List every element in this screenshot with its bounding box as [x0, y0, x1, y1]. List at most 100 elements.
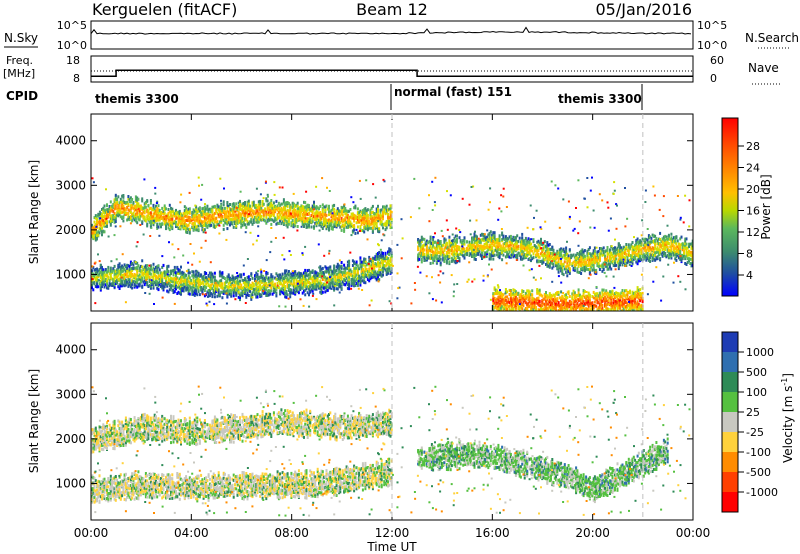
power-cell [306, 222, 309, 226]
power-cell [542, 255, 545, 259]
power-cell [351, 274, 354, 278]
power-cell [356, 283, 359, 287]
power-cell [305, 212, 308, 216]
power-cell [188, 221, 191, 224]
power-cell [138, 275, 141, 279]
power-cell [422, 253, 425, 256]
power-cell [226, 275, 229, 279]
power-cell [247, 204, 250, 208]
power-cell [667, 242, 670, 245]
power-cell [545, 244, 547, 248]
power-cell [287, 278, 290, 282]
power-cell [363, 257, 366, 261]
power-cell [375, 277, 378, 281]
power-cell [261, 275, 264, 279]
power-cell [370, 276, 373, 280]
power-cell [168, 203, 171, 207]
power-cell [651, 233, 654, 237]
power-cell [497, 245, 500, 249]
power-cell [635, 242, 638, 246]
power-cell [657, 250, 660, 254]
power-cell [651, 256, 654, 260]
power-cell [326, 207, 329, 211]
power-cell [272, 209, 275, 213]
power-cell [274, 290, 277, 294]
power-cell [146, 268, 149, 272]
power-cell [355, 278, 358, 282]
power-cell [210, 218, 213, 222]
power-cell [299, 217, 302, 221]
power-cell [284, 269, 287, 273]
power-cell [364, 216, 367, 220]
power-cell [142, 280, 145, 284]
power-cell [501, 251, 504, 255]
power-cell [168, 218, 171, 221]
power-cell [477, 240, 480, 244]
power-cell [316, 221, 319, 225]
power-cell [152, 266, 155, 270]
power-cell [191, 210, 194, 214]
power-cell [141, 220, 144, 224]
power-cell [266, 208, 269, 211]
power-cell [341, 271, 344, 275]
power-cell [454, 241, 457, 245]
power-cell [568, 271, 571, 275]
power-cell [195, 280, 198, 284]
power-cell [649, 240, 652, 244]
power-cell [292, 210, 295, 214]
power-cell [295, 278, 298, 282]
power-cell [232, 288, 235, 291]
power-cell [290, 205, 293, 209]
power-cell [484, 242, 487, 246]
power-cell [360, 267, 363, 271]
power-cell [672, 251, 675, 255]
power-cell [188, 276, 191, 280]
power-cell [91, 225, 93, 229]
power-cell [295, 285, 298, 289]
power-cell [160, 285, 162, 288]
power-cell [132, 211, 135, 215]
power-cell [363, 213, 366, 217]
power-cell [553, 257, 556, 261]
power-cell [387, 267, 389, 271]
power-cell [217, 290, 220, 294]
power-cell [631, 248, 634, 252]
power-cell [226, 277, 229, 281]
power-cell [275, 291, 278, 295]
power-cell [98, 270, 101, 274]
power-cell [188, 209, 191, 213]
power-cell [370, 211, 373, 215]
power-cell [136, 261, 139, 265]
power-cell [361, 260, 364, 264]
power-cell [296, 274, 299, 278]
power-cell [338, 278, 341, 282]
power-cell [645, 237, 648, 241]
power-cell [356, 211, 359, 215]
power-cell [458, 257, 461, 261]
power-cell [468, 240, 471, 244]
power-cell [207, 283, 210, 287]
power-cell [239, 219, 241, 223]
power-cell [239, 273, 241, 277]
power-cell [301, 207, 304, 210]
power-cell [113, 200, 116, 204]
power-cell [222, 288, 225, 292]
power-cell [287, 270, 290, 273]
power-cell [114, 195, 117, 199]
power-cell [217, 222, 220, 226]
power-cell [548, 256, 551, 260]
power-cell [195, 218, 198, 222]
power-cell [157, 284, 160, 288]
power-cell [260, 210, 263, 214]
power-cell [379, 219, 382, 223]
power-cell [118, 204, 121, 208]
power-cell [349, 220, 352, 224]
power-cell [353, 271, 356, 275]
power-cell [231, 221, 234, 225]
power-cell [284, 205, 287, 209]
power-cell [119, 197, 122, 201]
power-cell [524, 243, 527, 247]
power-cell [639, 257, 642, 261]
power-cell [331, 220, 334, 224]
power-cell [231, 211, 234, 215]
